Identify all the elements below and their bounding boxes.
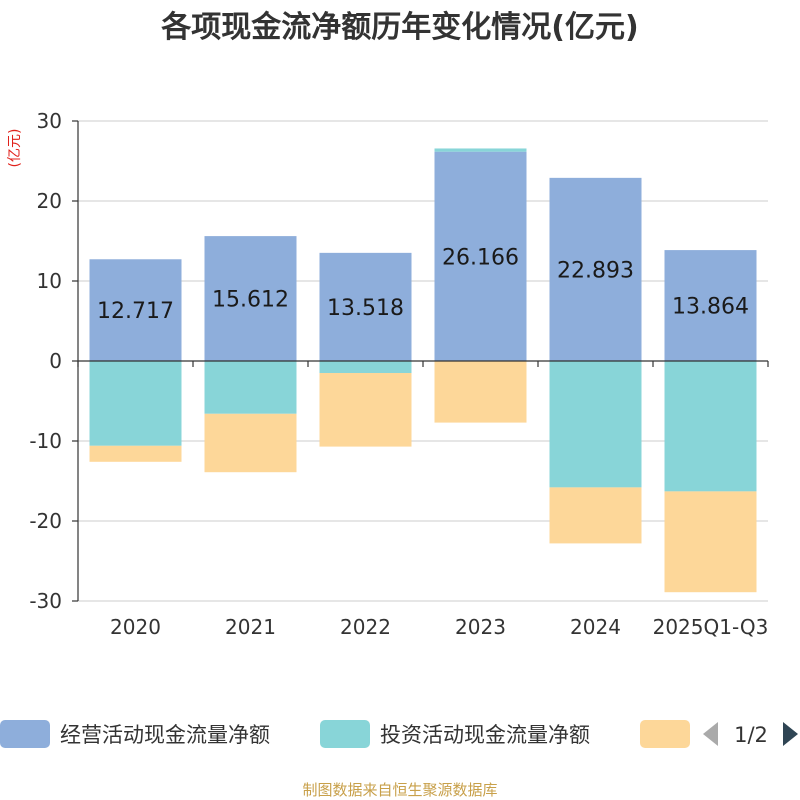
bar-2021-series-1[interactable] — [204, 236, 297, 361]
legend-page-indicator: 1/2 — [734, 723, 768, 747]
chart-title: 各项现金流净额历年变化情况(亿元) — [160, 10, 638, 45]
bar-2023-series-1[interactable] — [434, 151, 527, 361]
y-tick-label: 20 — [37, 189, 62, 213]
legend-swatch-series-3[interactable] — [640, 720, 690, 748]
bar-2022-series-3[interactable] — [319, 373, 412, 447]
bar-2021-series-2[interactable] — [204, 361, 297, 414]
data-label-2020: 12.717 — [97, 299, 174, 324]
bar-2025Q1-Q3-series-2[interactable] — [664, 361, 757, 492]
legend-prev-page-icon[interactable] — [703, 722, 718, 746]
x-tick-label-2023: 2023 — [455, 615, 506, 639]
bar-2022-series-2[interactable] — [319, 361, 412, 373]
legend-swatch-series-2[interactable] — [320, 720, 370, 748]
y-tick-label: 0 — [49, 349, 62, 373]
x-tick-label-2021: 2021 — [225, 615, 276, 639]
y-tick-label: 30 — [37, 109, 62, 133]
bar-2025Q1-Q3-series-1[interactable] — [664, 250, 757, 361]
data-label-2025Q1-Q3: 13.864 — [672, 295, 749, 320]
bar-2023-series-3[interactable] — [434, 361, 527, 423]
legend-label-series-1[interactable]: 经营活动现金流量净额 — [60, 723, 270, 747]
bar-2024-series-2[interactable] — [549, 361, 642, 488]
bar-2025Q1-Q3-series-3[interactable] — [664, 491, 757, 593]
legend-swatch-series-1[interactable] — [0, 720, 50, 748]
x-tick-label-2025Q1-Q3: 2025Q1-Q3 — [653, 615, 769, 639]
y-axis-unit-label: (亿元) — [7, 129, 23, 168]
legend-next-page-icon[interactable] — [783, 722, 798, 746]
x-tick-label-2022: 2022 — [340, 615, 391, 639]
bar-2020-series-1[interactable] — [89, 259, 182, 361]
bar-2021-series-3[interactable] — [204, 413, 297, 473]
legend-label-series-2[interactable]: 投资活动现金流量净额 — [380, 723, 590, 747]
x-tick-label-2020: 2020 — [110, 615, 161, 639]
x-tick-label-2024: 2024 — [570, 615, 621, 639]
data-label-2022: 13.518 — [327, 296, 404, 321]
y-tick-label: -30 — [29, 589, 62, 613]
data-label-2021: 15.612 — [212, 288, 289, 313]
y-tick-label: -10 — [29, 429, 62, 453]
bar-2022-series-1[interactable] — [319, 252, 412, 361]
bar-2024-series-1[interactable] — [549, 177, 642, 361]
bar-2020-series-2[interactable] — [89, 361, 182, 446]
bar-2020-series-3[interactable] — [89, 445, 182, 462]
data-source-note: 制图数据来自恒生聚源数据库 — [302, 781, 497, 799]
y-tick-label: 10 — [37, 269, 62, 293]
bar-2023-series-2[interactable] — [434, 148, 527, 152]
bar-2024-series-3[interactable] — [549, 487, 642, 544]
data-label-2023: 26.166 — [442, 245, 519, 270]
data-label-2024: 22.893 — [557, 258, 634, 283]
y-tick-label: -20 — [29, 509, 62, 533]
